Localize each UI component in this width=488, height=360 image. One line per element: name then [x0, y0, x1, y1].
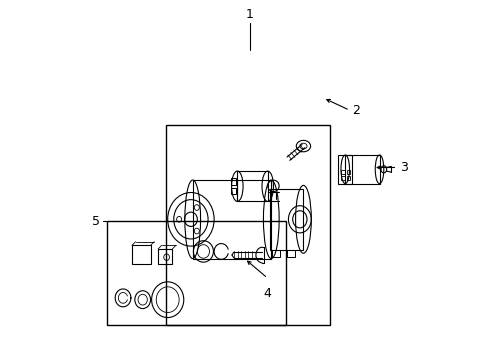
Text: 2: 2 — [351, 104, 359, 117]
Text: 1: 1 — [245, 8, 253, 21]
Bar — [269, 189, 303, 249]
Bar — [132, 246, 150, 264]
Text: 3: 3 — [399, 161, 407, 174]
Bar — [340, 170, 344, 174]
Bar — [272, 250, 280, 257]
Bar — [230, 188, 235, 194]
Bar — [346, 176, 349, 180]
Bar — [230, 178, 235, 185]
Bar — [165, 125, 329, 325]
Bar — [340, 176, 344, 180]
Bar — [346, 170, 349, 174]
Bar — [345, 155, 379, 184]
Bar — [287, 250, 295, 257]
Text: 5: 5 — [92, 215, 100, 228]
Bar — [158, 249, 172, 264]
Bar — [192, 180, 271, 258]
Bar — [337, 155, 351, 184]
Text: 4: 4 — [263, 287, 271, 300]
Bar — [107, 221, 285, 325]
Bar — [237, 171, 267, 202]
